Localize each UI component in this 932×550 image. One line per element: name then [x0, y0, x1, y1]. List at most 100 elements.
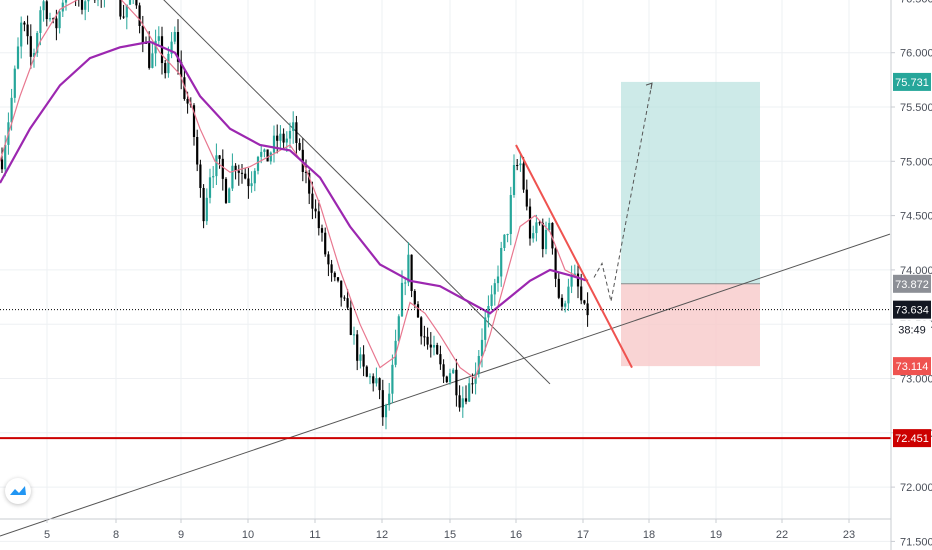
candle-body	[26, 24, 29, 37]
x-tick-label: 18	[643, 529, 655, 541]
candle-body	[247, 178, 250, 187]
candle-body	[173, 32, 176, 42]
candle-body	[250, 183, 253, 187]
y-tick-label: 71.500	[900, 536, 932, 548]
candle-body	[445, 376, 448, 383]
candle-body	[400, 282, 404, 317]
profit-zone	[621, 81, 760, 284]
candle-body	[541, 222, 544, 250]
candle-body	[567, 286, 570, 304]
candle-body	[192, 105, 196, 138]
candle-body	[336, 277, 340, 281]
candle-body	[32, 53, 36, 57]
candle-body	[442, 364, 445, 377]
ma-fast-line	[0, 0, 586, 380]
candle-body	[167, 53, 170, 74]
candle-body	[397, 316, 400, 341]
stop-price-label: 73.114	[896, 361, 929, 373]
candle-body	[477, 355, 480, 374]
candle-body	[228, 188, 231, 203]
uptrend-line	[0, 233, 891, 537]
candle-body	[202, 187, 205, 222]
moving-averages	[0, 0, 589, 380]
candle-body	[381, 390, 384, 418]
candle-body	[295, 122, 298, 143]
x-tick-label: 5	[44, 529, 50, 541]
overlays	[0, 82, 891, 369]
candle-body	[148, 43, 151, 68]
candle-body	[359, 354, 362, 361]
candle-body	[580, 286, 583, 301]
y-tick-label: 73.000	[900, 374, 932, 386]
candle-body	[218, 155, 221, 159]
candle-body	[157, 36, 160, 41]
candle-body	[42, 1, 45, 11]
y-tick-label: 72.000	[900, 482, 932, 494]
entry-price-label-bg	[893, 274, 931, 293]
candle-body	[538, 222, 541, 224]
x-tick-label: 15	[444, 529, 456, 541]
candle-body	[208, 177, 212, 198]
ma-slow-line	[0, 40, 589, 315]
candle-body	[48, 18, 52, 20]
candle-body	[368, 376, 372, 378]
candle-body	[333, 272, 336, 278]
candle-body	[154, 40, 157, 54]
current-price-label: 73.634	[895, 305, 929, 317]
candle-body	[224, 178, 228, 203]
candle-body	[436, 345, 439, 355]
candle-body	[13, 68, 16, 98]
candle-body	[288, 130, 292, 139]
candle-body	[388, 393, 391, 406]
candle-body	[20, 22, 23, 47]
candle-body	[557, 278, 560, 298]
candle-body	[509, 195, 512, 235]
candle-body	[260, 151, 263, 157]
candle-body	[384, 405, 388, 418]
tradingview-logo-icon[interactable]	[5, 478, 31, 504]
support-price-label-bg	[893, 429, 931, 448]
candle-body	[349, 307, 352, 335]
x-tick-label: 19	[710, 529, 722, 541]
candle-body	[413, 291, 416, 305]
candle-body	[525, 189, 528, 207]
candle-body	[496, 276, 500, 284]
candle-body	[266, 149, 269, 162]
candle-body	[340, 280, 343, 298]
y-tick-label: 76.500	[900, 0, 932, 5]
candle-body	[212, 176, 215, 178]
candle-body	[64, 0, 68, 3]
x-tick-label: 11	[309, 529, 320, 541]
candle-body	[480, 339, 484, 356]
candle-body	[285, 138, 288, 143]
candle-body	[500, 247, 503, 277]
candle-body	[282, 133, 285, 143]
countdown-label: 38:49	[898, 325, 926, 337]
candle-body	[122, 16, 125, 18]
candle-body	[346, 298, 349, 308]
candle-body	[205, 197, 208, 222]
loss-zone	[621, 283, 760, 367]
candle-body	[317, 211, 320, 229]
candle-body	[560, 297, 564, 307]
candle-body	[391, 364, 394, 394]
candle-body	[535, 222, 538, 234]
drawn-lines	[0, 0, 891, 537]
candle-body	[586, 303, 589, 316]
candle-body	[452, 369, 455, 374]
candle-body	[548, 222, 551, 230]
candle-body	[84, 1, 87, 10]
candle-body	[4, 144, 7, 170]
candle-body	[551, 222, 554, 249]
x-tick-label: 16	[510, 529, 522, 541]
candle-body	[544, 229, 548, 250]
candle-body	[52, 18, 55, 20]
candle-body	[583, 300, 586, 304]
candle-body	[570, 275, 573, 287]
candle-body	[23, 22, 26, 25]
candle-body	[256, 156, 260, 171]
y-tick-label: 75.500	[900, 102, 932, 114]
candle-body	[141, 25, 144, 43]
